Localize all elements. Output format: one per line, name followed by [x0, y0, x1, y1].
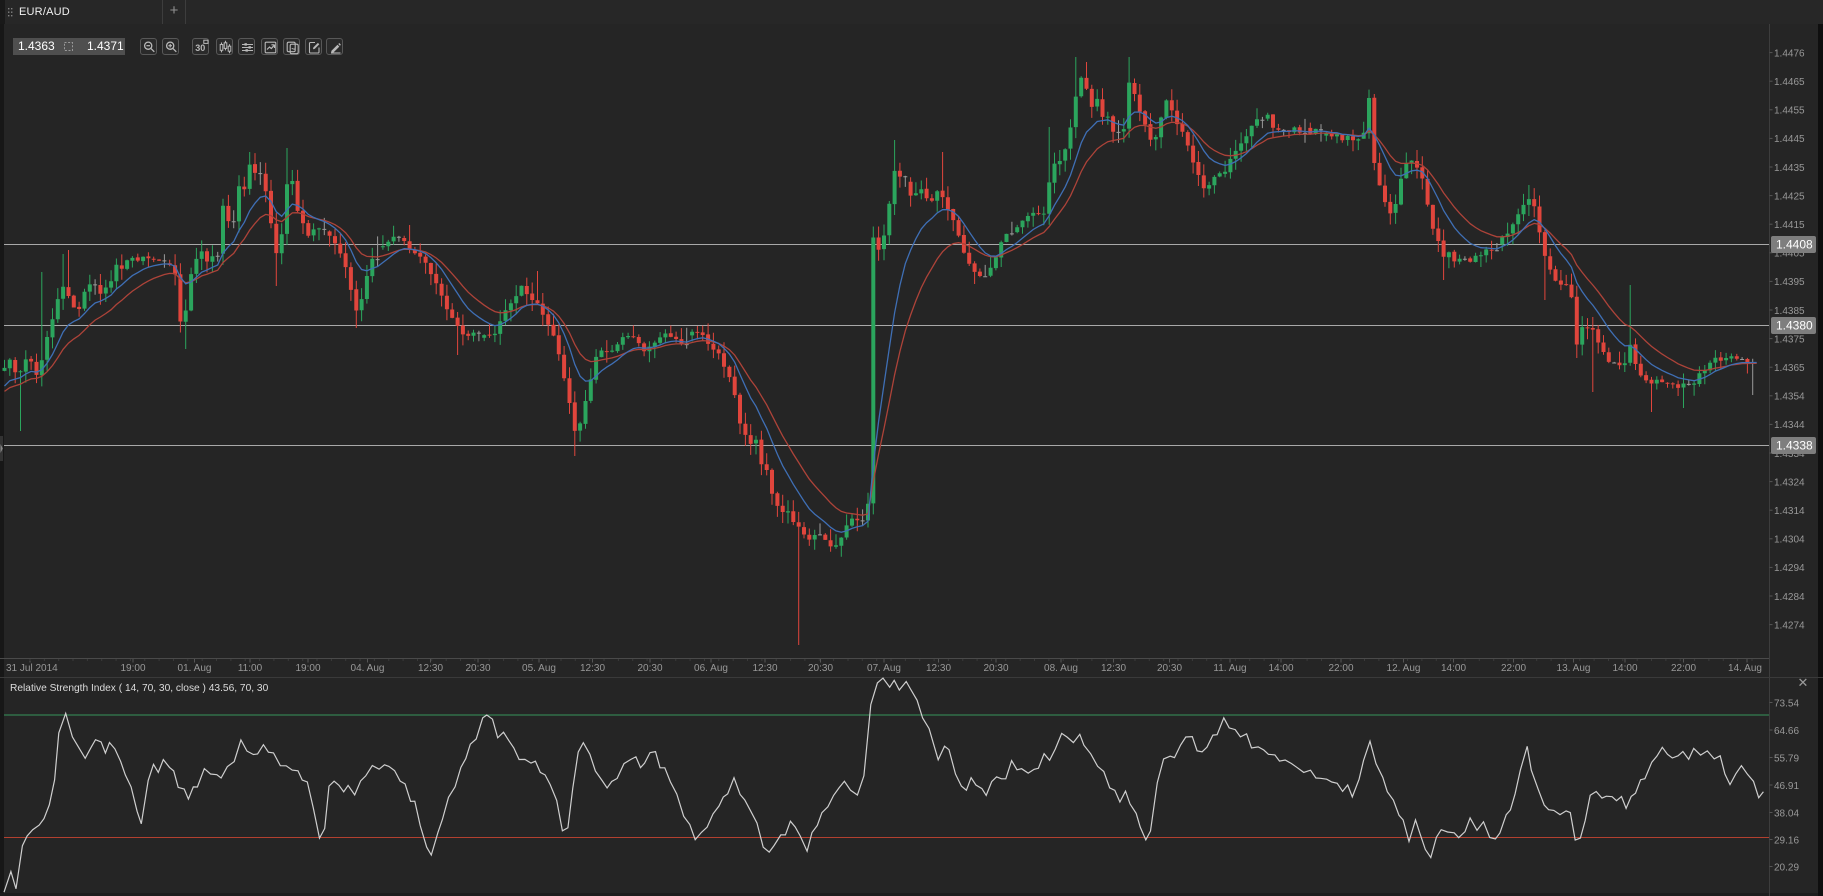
svg-text:1.4304: 1.4304 [1774, 535, 1805, 546]
svg-text:1.4415: 1.4415 [1774, 220, 1805, 231]
svg-text:1.4455: 1.4455 [1774, 106, 1805, 117]
svg-text:08. Aug: 08. Aug [1044, 663, 1078, 674]
svg-text:12. Aug: 12. Aug [1387, 663, 1421, 674]
svg-text:1.4476: 1.4476 [1774, 48, 1805, 59]
svg-text:1.4405: 1.4405 [1774, 249, 1805, 260]
svg-text:11. Aug: 11. Aug [1213, 663, 1246, 674]
svg-text:04. Aug: 04. Aug [351, 663, 385, 674]
svg-text:29.16: 29.16 [1774, 835, 1799, 846]
svg-text:1.4284: 1.4284 [1774, 592, 1805, 603]
svg-text:14:00: 14:00 [1441, 663, 1466, 674]
svg-text:12:30: 12:30 [1101, 663, 1126, 674]
svg-text:1.4294: 1.4294 [1774, 563, 1805, 574]
svg-text:1.4435: 1.4435 [1774, 163, 1805, 174]
svg-text:12:30: 12:30 [926, 663, 951, 674]
svg-text:1.4344: 1.4344 [1774, 420, 1805, 431]
svg-text:22:00: 22:00 [1671, 663, 1696, 674]
svg-text:31 Jul 2014: 31 Jul 2014 [6, 663, 58, 674]
svg-text:20:30: 20:30 [808, 663, 833, 674]
svg-text:38.04: 38.04 [1774, 808, 1799, 819]
svg-text:1.4408: 1.4408 [1776, 238, 1813, 252]
svg-text:30: 30 [195, 43, 205, 53]
svg-text:14:00: 14:00 [1268, 663, 1293, 674]
svg-text:12:30: 12:30 [418, 663, 443, 674]
svg-text:07. Aug: 07. Aug [867, 663, 901, 674]
svg-text:12:30: 12:30 [580, 663, 605, 674]
svg-text:20:30: 20:30 [1157, 663, 1182, 674]
svg-text:1.4445: 1.4445 [1774, 134, 1805, 145]
svg-text:1.4324: 1.4324 [1774, 477, 1805, 488]
svg-text:1.4375: 1.4375 [1774, 334, 1805, 345]
svg-text:20:30: 20:30 [983, 663, 1008, 674]
svg-text:20:30: 20:30 [637, 663, 662, 674]
svg-text:1.4380: 1.4380 [1776, 319, 1813, 333]
svg-text:20:30: 20:30 [465, 663, 490, 674]
svg-text:14:00: 14:00 [1612, 663, 1637, 674]
svg-text:1.4354: 1.4354 [1774, 392, 1805, 403]
svg-text:73.54: 73.54 [1774, 698, 1799, 709]
svg-text:1.4274: 1.4274 [1774, 620, 1805, 631]
svg-text:01. Aug: 01. Aug [178, 663, 212, 674]
svg-text:11:00: 11:00 [238, 663, 263, 674]
svg-text:55.79: 55.79 [1774, 753, 1799, 764]
svg-text:1.4385: 1.4385 [1774, 306, 1805, 317]
svg-text:1.4425: 1.4425 [1774, 191, 1805, 202]
svg-text:64.66: 64.66 [1774, 726, 1799, 737]
svg-text:22:00: 22:00 [1328, 663, 1353, 674]
svg-text:1.4334: 1.4334 [1774, 449, 1805, 460]
svg-text:1.4338: 1.4338 [1776, 439, 1813, 453]
svg-text:14. Aug: 14. Aug [1728, 663, 1762, 674]
svg-text:06. Aug: 06. Aug [694, 663, 728, 674]
svg-text:1.4365: 1.4365 [1774, 363, 1805, 374]
svg-text:19:00: 19:00 [295, 663, 320, 674]
svg-text:13. Aug: 13. Aug [1557, 663, 1591, 674]
svg-text:19:00: 19:00 [120, 663, 145, 674]
svg-text:1.4465: 1.4465 [1774, 77, 1805, 88]
svg-text:1.4314: 1.4314 [1774, 506, 1805, 517]
svg-text:12:30: 12:30 [752, 663, 777, 674]
svg-text:05. Aug: 05. Aug [522, 663, 556, 674]
svg-text:46.91: 46.91 [1774, 781, 1799, 792]
svg-text:20.29: 20.29 [1774, 862, 1799, 873]
svg-text:22:00: 22:00 [1501, 663, 1526, 674]
svg-text:1.4395: 1.4395 [1774, 277, 1805, 288]
